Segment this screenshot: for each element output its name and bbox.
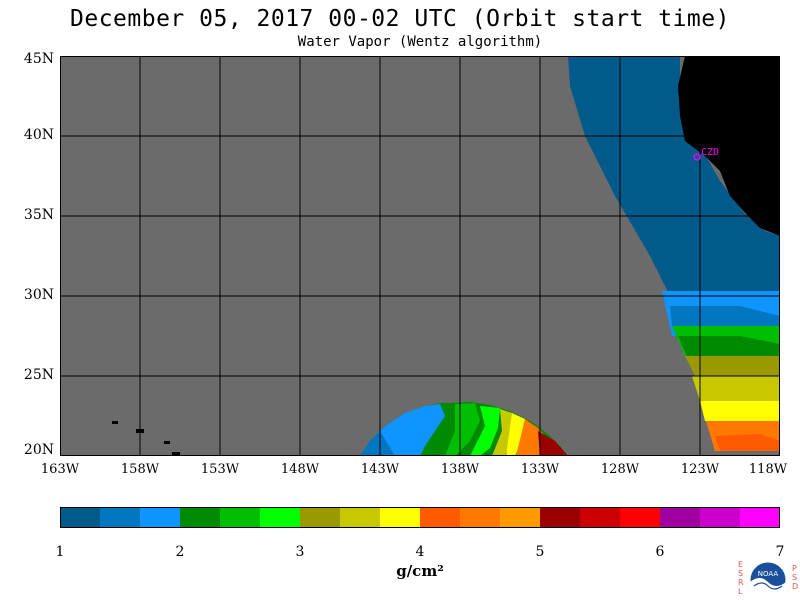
southern-swath-yellow bbox=[506, 413, 525, 456]
page-title: December 05, 2017 00-02 UTC (Orbit start… bbox=[70, 6, 730, 32]
colorbar-swatch bbox=[220, 507, 261, 528]
logo-letter: S bbox=[792, 573, 798, 582]
land-north-america bbox=[678, 56, 780, 236]
colorbar-swatch bbox=[580, 507, 621, 528]
southern-swath-yellowgreen bbox=[492, 409, 512, 456]
southern-swath-lightgreen bbox=[470, 406, 500, 456]
logo-letter: D bbox=[792, 582, 799, 591]
noaa-logo: E S R L P S D NOAA bbox=[734, 560, 798, 600]
colorbar-swatch bbox=[180, 507, 221, 528]
lon-label-118w: 118W bbox=[748, 462, 788, 477]
colorbar-swatch bbox=[700, 507, 741, 528]
colorbar-swatch bbox=[340, 507, 381, 528]
colorbar-tick-1: 1 bbox=[55, 544, 65, 560]
lat-label-45n: 45N bbox=[23, 51, 54, 67]
colorbar-swatch bbox=[460, 507, 501, 528]
lon-label-123w: 123W bbox=[680, 462, 720, 477]
lon-label-158w: 158W bbox=[120, 462, 160, 477]
island-kauai bbox=[112, 421, 118, 424]
colorbar-swatch bbox=[100, 507, 141, 528]
lat-label-25n: 25N bbox=[23, 367, 54, 383]
eastern-swath-khaki-band bbox=[692, 376, 780, 401]
logo-letter: L bbox=[738, 587, 743, 596]
colorbar-swatch bbox=[420, 507, 461, 528]
noaa-text: NOAA bbox=[758, 570, 779, 578]
colorbar-tick-2: 2 bbox=[175, 544, 185, 560]
colorbar-swatch bbox=[300, 507, 341, 528]
logo-letter: P bbox=[792, 564, 797, 573]
lon-label-143w: 143W bbox=[360, 462, 400, 477]
lat-label-20n: 20N bbox=[23, 442, 54, 458]
lon-label-153w: 153W bbox=[200, 462, 240, 477]
eastern-swath-mid-blue bbox=[670, 306, 780, 326]
island-hawaii bbox=[172, 452, 180, 456]
map-frame bbox=[60, 56, 780, 456]
colorbar-tick-7: 7 bbox=[775, 544, 785, 560]
island-maui bbox=[164, 441, 170, 444]
lat-label-35n: 35N bbox=[23, 207, 54, 223]
page-subtitle: Water Vapor (Wentz algorithm) bbox=[297, 34, 543, 50]
colorbar-tick-5: 5 bbox=[535, 544, 545, 560]
graticule bbox=[60, 56, 780, 456]
logo-letter: E bbox=[738, 560, 744, 569]
colorbar-swatch bbox=[740, 507, 780, 528]
logo-letter: R bbox=[738, 578, 744, 587]
colorbar-swatch bbox=[140, 507, 181, 528]
southern-swath-green bbox=[445, 403, 480, 456]
colorbar bbox=[60, 507, 780, 528]
eastern-swath-yellow-band bbox=[700, 401, 780, 421]
lon-label-148w: 148W bbox=[280, 462, 320, 477]
lat-label-30n: 30N bbox=[23, 287, 54, 303]
colorbar-tick-3: 3 bbox=[295, 544, 305, 560]
colorbar-swatch bbox=[380, 507, 421, 528]
eastern-swath-red-orange bbox=[715, 434, 780, 451]
southern-swath-darkred bbox=[538, 431, 568, 456]
colorbar-swatch bbox=[260, 507, 301, 528]
colorbar-swatch bbox=[620, 507, 661, 528]
colorbar-tick-4: 4 bbox=[415, 544, 425, 560]
water-vapor-map: CZD bbox=[60, 56, 780, 456]
colorbar-swatch bbox=[540, 507, 581, 528]
noaa-emblem-icon: NOAA bbox=[749, 561, 787, 599]
station-marker-icon bbox=[693, 153, 701, 161]
colorbar-swatch bbox=[500, 507, 541, 528]
lon-label-128w: 128W bbox=[600, 462, 640, 477]
colorbar-swatch bbox=[60, 507, 101, 528]
station-label: CZD bbox=[701, 147, 719, 158]
lon-label-138w: 138W bbox=[440, 462, 480, 477]
logo-letter: S bbox=[738, 569, 744, 578]
southern-swath-darkblue bbox=[360, 431, 395, 456]
colorbar-frame bbox=[60, 507, 780, 528]
colorbar-swatch bbox=[660, 507, 701, 528]
lon-label-163w: 163W bbox=[40, 462, 80, 477]
colorbar-tick-6: 6 bbox=[655, 544, 665, 560]
lat-label-40n: 40N bbox=[23, 127, 54, 143]
eastern-swath-olive-band bbox=[685, 356, 780, 376]
lon-label-133w: 133W bbox=[520, 462, 560, 477]
colorbar-units: g/cm² bbox=[396, 562, 444, 580]
